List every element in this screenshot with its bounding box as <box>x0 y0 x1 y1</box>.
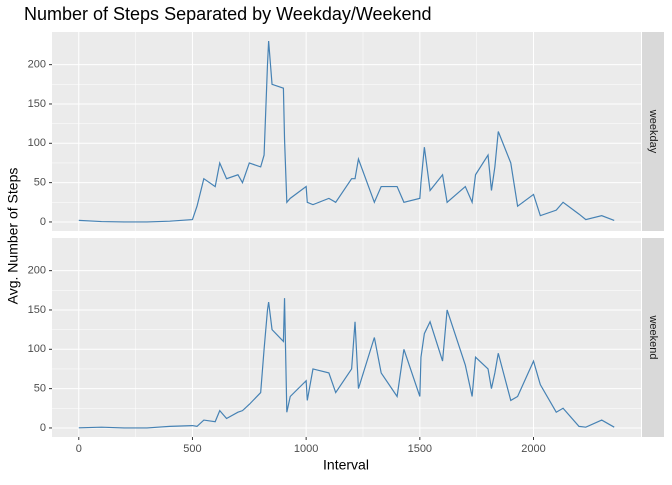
y-tick-label: 150 <box>28 98 46 110</box>
y-tick-label: 50 <box>34 177 46 189</box>
x-tick-label: 2000 <box>521 443 545 455</box>
panel-background <box>52 32 641 231</box>
y-tick-label: 0 <box>40 216 46 228</box>
y-tick-label: 100 <box>28 343 46 355</box>
strip-background <box>642 238 664 437</box>
data-line <box>78 298 615 429</box>
strip-label: weekend <box>647 314 659 359</box>
x-axis-label: Interval <box>323 457 369 473</box>
x-tick-label: 0 <box>76 443 82 455</box>
y-tick-label: 200 <box>28 59 46 71</box>
data-line <box>78 41 615 223</box>
x-tick-label: 1500 <box>408 443 432 455</box>
strip-label: weekday <box>647 109 659 154</box>
y-tick-label: 150 <box>28 304 46 316</box>
strip-background <box>642 32 664 231</box>
y-tick-label: 50 <box>34 383 46 395</box>
x-tick-label: 500 <box>183 443 201 455</box>
y-tick-label: 100 <box>28 137 46 149</box>
panel-background <box>52 238 641 437</box>
x-tick-label: 1000 <box>294 443 318 455</box>
y-axis-label: Avg. Number of Steps <box>5 168 21 305</box>
chart-title: Number of Steps Separated by Weekday/Wee… <box>24 4 432 24</box>
y-tick-label: 0 <box>40 422 46 434</box>
y-tick-label: 200 <box>28 265 46 277</box>
